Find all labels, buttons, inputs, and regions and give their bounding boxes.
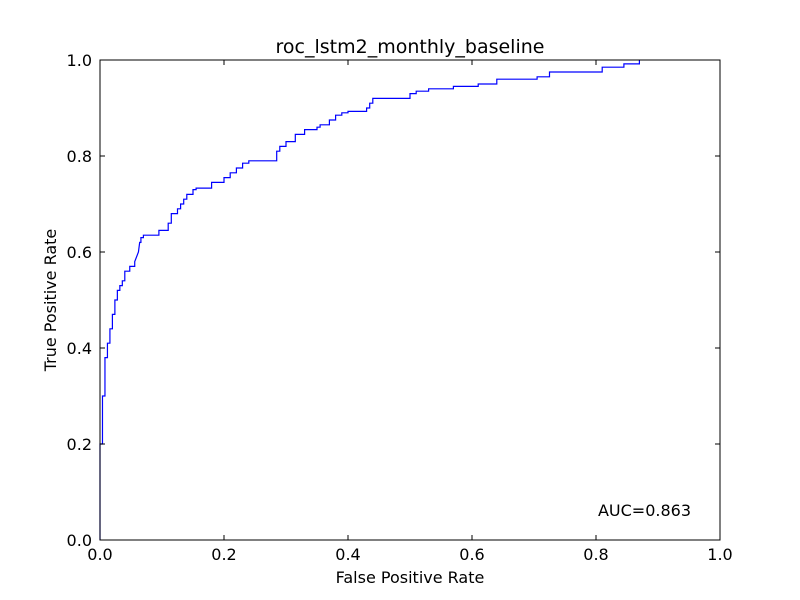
x-tick-label: 0.4 bbox=[335, 545, 360, 564]
y-tick-label: 1.0 bbox=[67, 51, 92, 70]
y-tick-label: 0.4 bbox=[67, 339, 92, 358]
chart-title: roc_lstm2_monthly_baseline bbox=[276, 36, 545, 58]
y-tick-label: 0.0 bbox=[67, 531, 92, 550]
x-axis-label: False Positive Rate bbox=[336, 568, 485, 587]
plot-area bbox=[99, 60, 641, 540]
x-tick-label: 0.8 bbox=[583, 545, 608, 564]
x-tick-label: 1.0 bbox=[707, 545, 732, 564]
x-tick-label: 0.2 bbox=[211, 545, 236, 564]
y-tick-label: 0.6 bbox=[67, 243, 92, 262]
roc-curve-line-0 bbox=[99, 60, 641, 540]
y-axis-label: True Positive Rate bbox=[41, 229, 60, 373]
x-tick-label: 0.0 bbox=[87, 545, 112, 564]
x-axis-ticks: 0.0 0.2 0.4 0.6 0.8 1.0 bbox=[87, 60, 733, 564]
y-tick-label: 0.8 bbox=[67, 147, 92, 166]
y-tick-label: 0.2 bbox=[67, 435, 92, 454]
x-tick-label: 0.6 bbox=[459, 545, 484, 564]
auc-annotation: AUC=0.863 bbox=[598, 501, 691, 520]
plot-frame bbox=[99, 59, 721, 541]
y-axis-ticks: 0.0 0.2 0.4 0.6 0.8 1.0 bbox=[67, 51, 720, 550]
